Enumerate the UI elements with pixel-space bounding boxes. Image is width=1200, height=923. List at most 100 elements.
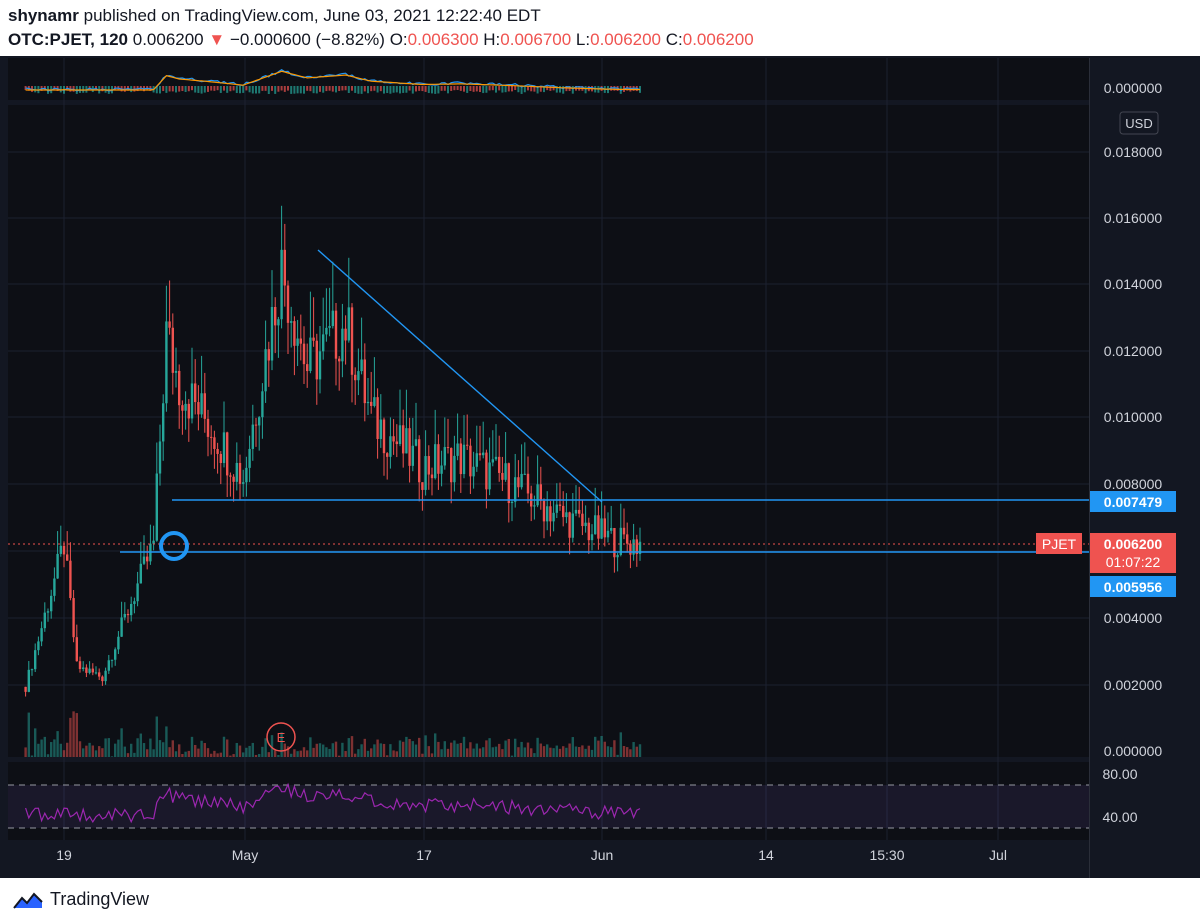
candle-body [594,515,597,535]
macd-histogram-bar [258,86,261,94]
highlight-circle[interactable] [159,531,189,561]
candle-body [360,359,363,372]
macd-histogram-bar [511,86,513,92]
macd-histogram-bar [543,86,545,93]
candle-body [437,444,440,474]
volume-bar [389,744,392,757]
volume-bar [638,744,642,757]
price-change: −0.000600 (−8.82%) [229,30,385,49]
candle-body [235,462,238,482]
volume-bar [533,753,536,757]
macd-histogram-bar [331,86,334,92]
macd-histogram-bar [162,86,165,92]
candle-body [507,463,510,504]
candle-body [53,578,56,596]
volume-bar [62,750,66,757]
macd-histogram-bar [482,86,485,94]
support-price-label: 0.005956 [1104,579,1163,595]
volume-bar [139,733,142,757]
macd-histogram-bar [344,86,347,91]
candle-body [293,321,296,346]
macd-histogram-bar [229,86,232,92]
macd-histogram-bar [283,86,286,92]
volume-bar [120,728,123,757]
candle-body [488,462,491,490]
volume-bar [526,742,530,757]
volume-bar [446,748,450,757]
macd-histogram-bar [539,86,542,92]
volume-bar [69,717,72,757]
candle-body [213,437,216,449]
descending-trendline[interactable] [317,249,603,503]
macd-histogram-bar [421,86,424,92]
rsi-tick: 80.00 [1102,766,1137,782]
macd-histogram-bar [347,86,350,94]
candle-body [453,455,456,483]
macd-histogram-bar [450,86,453,91]
volume-bar [482,747,485,757]
candle-body [565,512,568,518]
volume-bar [264,738,267,757]
volume-bar [40,739,43,757]
candle-body [533,505,536,507]
tradingview-brand[interactable]: TradingView [50,889,150,909]
volume-bar [216,753,219,757]
candle-body [162,403,165,442]
candle-body [427,456,430,475]
volume-bar [30,755,34,757]
candle-body [69,560,72,599]
volume-bar [350,736,354,757]
volume-bar [382,743,386,757]
rsi-tick: 40.00 [1102,809,1137,825]
candle-body [190,383,194,419]
price-tick: 0.012000 [1104,343,1163,359]
volume-bar [222,736,226,757]
volume-bar [187,750,190,757]
currency-badge[interactable] [1119,111,1159,135]
volume-bar [430,753,434,757]
candle-body [331,310,334,327]
volume-bar [386,755,389,757]
volume-bar [507,738,510,757]
tradingview-logo-icon[interactable] [12,888,44,912]
candle-body [123,613,126,618]
chart-canvas[interactable]: E 0.000000 USD 0.018000 0.016000 0.01400… [0,56,1200,878]
candle-body [267,349,270,361]
volume-bar [616,754,619,757]
candle-body [136,583,139,602]
macd-histogram-bar [155,86,158,94]
candles-series[interactable] [24,205,642,697]
earnings-marker[interactable] [266,722,296,752]
candle-body [434,444,437,479]
price-tick: 0.016000 [1104,210,1163,226]
macd-histogram-bar [491,86,494,91]
volume-bar [72,711,75,757]
macd-histogram-bar [405,86,408,93]
macd-histogram-bar [184,86,187,93]
volume-bar [229,755,232,757]
macd-histogram-bar [197,86,200,93]
volume-bar [107,738,110,757]
volume-bar [149,738,152,757]
price-tick: 0.004000 [1104,610,1163,626]
time-tick: 19 [56,847,72,863]
volume-bar [418,737,421,757]
macd-histogram-bar [235,86,238,94]
macd-axis-label: 0.000000 [1104,80,1163,96]
volume-bar [606,746,610,757]
volume-bar [190,736,194,757]
volume-bars [24,711,642,757]
volume-bar [443,741,446,757]
ohlc-line: OTC:PJET, 120 0.006200 ▼ −0.000600 (−8.8… [8,30,754,50]
last-price-label: 0.006200 [1104,536,1163,552]
candle-body [491,459,494,463]
volume-bar [459,743,462,757]
time-tick: May [232,847,258,863]
price-axis-labels: 0.018000 0.016000 0.014000 0.012000 0.01… [1104,144,1163,759]
candle-body [472,466,475,477]
volume-bar [517,747,520,757]
volume-bar [440,749,443,757]
volume-bar [411,741,414,757]
candle-body [590,534,594,541]
macd-histogram-bar [175,86,177,93]
